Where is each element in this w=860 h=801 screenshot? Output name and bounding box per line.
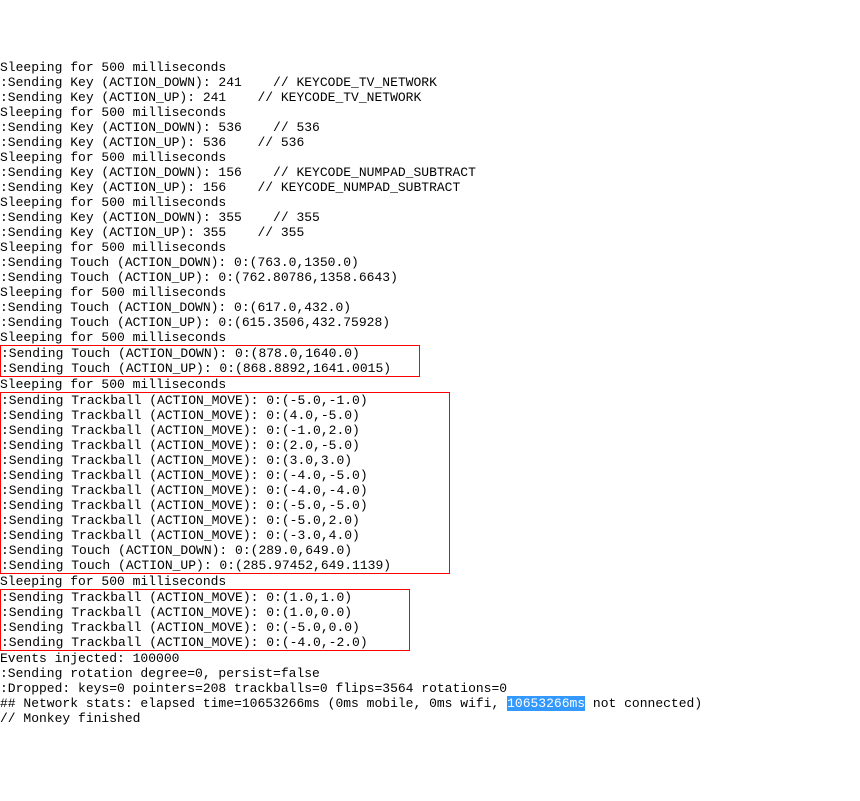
highlighted-log-group: :Sending Trackball (ACTION_MOVE): 0:(-5.… (0, 392, 450, 574)
log-line: :Sending Trackball (ACTION_MOVE): 0:(3.0… (1, 453, 449, 468)
log-line: Sleeping for 500 milliseconds (0, 195, 860, 210)
log-line: :Sending Touch (ACTION_DOWN): 0:(878.0,1… (1, 346, 419, 361)
log-line: :Sending Key (ACTION_UP): 156 // KEYCODE… (0, 180, 860, 195)
log-line: Sleeping for 500 milliseconds (0, 330, 860, 345)
terminal-log-output: Sleeping for 500 milliseconds:Sending Ke… (0, 60, 860, 726)
log-line: Sleeping for 500 milliseconds (0, 574, 860, 589)
log-line: Sleeping for 500 milliseconds (0, 377, 860, 392)
log-line: :Sending Trackball (ACTION_MOVE): 0:(-5.… (1, 393, 449, 408)
log-line: Sleeping for 500 milliseconds (0, 60, 860, 75)
log-line: :Sending Touch (ACTION_DOWN): 0:(617.0,4… (0, 300, 860, 315)
log-line: :Sending Trackball (ACTION_MOVE): 0:(-4.… (1, 635, 409, 650)
log-line: :Sending Touch (ACTION_DOWN): 0:(289.0,6… (1, 543, 449, 558)
log-line: :Sending Key (ACTION_DOWN): 536 // 536 (0, 120, 860, 135)
log-line: :Sending Trackball (ACTION_MOVE): 0:(-5.… (1, 498, 449, 513)
log-line: :Sending Trackball (ACTION_MOVE): 0:(-1.… (1, 423, 449, 438)
log-line: Events injected: 100000 (0, 651, 860, 666)
log-line: // Monkey finished (0, 711, 860, 726)
log-line: Sleeping for 500 milliseconds (0, 150, 860, 165)
log-line: :Sending Touch (ACTION_UP): 0:(285.97452… (1, 558, 449, 573)
log-line: :Sending Key (ACTION_DOWN): 241 // KEYCO… (0, 75, 860, 90)
log-line: :Sending Trackball (ACTION_MOVE): 0:(4.0… (1, 408, 449, 423)
log-line: :Sending rotation degree=0, persist=fals… (0, 666, 860, 681)
log-line: :Sending Key (ACTION_UP): 241 // KEYCODE… (0, 90, 860, 105)
log-line: Sleeping for 500 milliseconds (0, 285, 860, 300)
log-line: :Sending Trackball (ACTION_MOVE): 0:(-4.… (1, 483, 449, 498)
selected-text[interactable]: 10653266ms (507, 696, 585, 711)
log-line: :Sending Key (ACTION_DOWN): 355 // 355 (0, 210, 860, 225)
log-line: :Sending Touch (ACTION_UP): 0:(868.8892,… (1, 361, 419, 376)
log-line: :Sending Trackball (ACTION_MOVE): 0:(1.0… (1, 605, 409, 620)
log-line: :Sending Touch (ACTION_UP): 0:(615.3506,… (0, 315, 860, 330)
log-line: Sleeping for 500 milliseconds (0, 240, 860, 255)
log-line: :Sending Key (ACTION_UP): 355 // 355 (0, 225, 860, 240)
log-line: :Sending Touch (ACTION_DOWN): 0:(763.0,1… (0, 255, 860, 270)
log-line: :Sending Key (ACTION_UP): 536 // 536 (0, 135, 860, 150)
log-line: :Sending Trackball (ACTION_MOVE): 0:(-3.… (1, 528, 449, 543)
log-line: :Sending Trackball (ACTION_MOVE): 0:(-5.… (1, 620, 409, 635)
log-line: Sleeping for 500 milliseconds (0, 105, 860, 120)
log-line: :Sending Trackball (ACTION_MOVE): 0:(-5.… (1, 513, 449, 528)
highlighted-log-group: :Sending Trackball (ACTION_MOVE): 0:(1.0… (0, 589, 410, 651)
log-line: :Sending Touch (ACTION_UP): 0:(762.80786… (0, 270, 860, 285)
log-line: :Sending Trackball (ACTION_MOVE): 0:(1.0… (1, 590, 409, 605)
log-line: :Sending Trackball (ACTION_MOVE): 0:(-4.… (1, 468, 449, 483)
highlighted-log-group: :Sending Touch (ACTION_DOWN): 0:(878.0,1… (0, 345, 420, 377)
log-line: :Dropped: keys=0 pointers=208 trackballs… (0, 681, 860, 696)
log-line: :Sending Key (ACTION_DOWN): 156 // KEYCO… (0, 165, 860, 180)
log-line: :Sending Trackball (ACTION_MOVE): 0:(2.0… (1, 438, 449, 453)
network-stats-line: ## Network stats: elapsed time=10653266m… (0, 696, 860, 711)
